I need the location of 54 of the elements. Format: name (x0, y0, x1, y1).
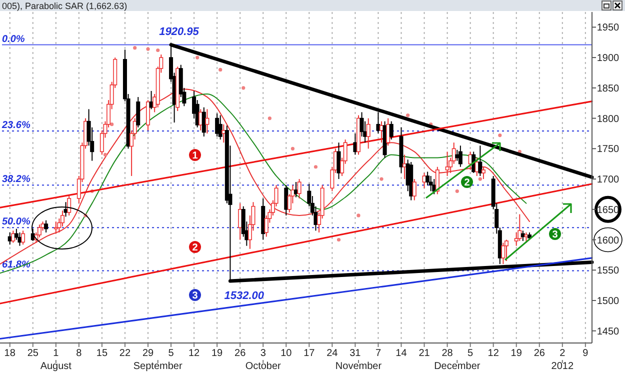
x-tick-label: 21 (418, 348, 430, 359)
x2-tick-label: September (133, 361, 183, 372)
x-tick-label: 17 (304, 348, 316, 359)
x-tick-label: 1 (53, 348, 60, 359)
x-tick-label: 12 (488, 348, 500, 359)
x-tick-label: 19 (212, 348, 224, 359)
x-tick-label: 15 (96, 348, 108, 359)
annotation: 2 (192, 242, 198, 254)
x-tick-label: 26 (534, 348, 546, 359)
annotation: 2 (464, 178, 470, 188)
x-tick-label: 25 (27, 348, 39, 359)
x-tick-label: 29 (142, 348, 154, 359)
x-tick-label: 12 (188, 348, 200, 359)
y-tick-label: 1550 (596, 266, 620, 277)
x2-tick-label: 2012 (551, 361, 574, 372)
text: 1532.00 (224, 290, 264, 302)
annotation: 50.0% (2, 216, 30, 228)
y-tick-label: 1700 (596, 174, 620, 186)
x-tick-label: 24 (326, 348, 338, 359)
text: 1920.95 (159, 26, 199, 38)
x-tick-label: 18 (4, 348, 16, 359)
annotation: 3 (192, 290, 198, 302)
annotation: 1 (192, 150, 198, 162)
y-tick-label: 1850 (596, 83, 620, 94)
x-tick-label: 2 (560, 348, 566, 359)
y-tick-label: 1500 (596, 296, 620, 307)
annotation: 0.0% (2, 34, 25, 45)
x-tick-label: 5 (168, 348, 174, 359)
x-tick-label: 7 (375, 348, 382, 359)
x-tick-label: 19 (510, 348, 522, 359)
x2-tick-label: August (40, 361, 72, 372)
annotation: 38.2% (2, 174, 30, 186)
y-tick-label: 1600 (596, 235, 620, 246)
y-tick-label: 1750 (596, 144, 620, 156)
x-tick-label: 31 (350, 348, 362, 359)
annotation: 3 (552, 230, 558, 240)
x-tick-label: 9 (582, 348, 589, 359)
x-tick-label: 5 (468, 348, 474, 359)
x-tick-label: 28 (442, 348, 454, 359)
x-tick-label: 10 (280, 348, 292, 359)
x-tick-label: 22 (119, 348, 131, 359)
y-tick-label: 1800 (596, 114, 620, 125)
chart-title: 005), Parabolic SAR (1,662.63) (2, 1, 128, 11)
annotation: 23.6% (1, 120, 30, 132)
x2-tick-label: November (335, 361, 382, 372)
x-tick-label: 26 (234, 348, 246, 359)
x-tick-label: 14 (396, 348, 408, 359)
y-tick-label: 1900 (596, 53, 620, 64)
x-tick-label: 3 (260, 348, 266, 359)
y-tick-label: 1450 (596, 326, 620, 338)
x2-tick-label: December (434, 361, 481, 372)
y-tick-label: 1950 (596, 22, 620, 34)
x-tick-label: 8 (76, 348, 82, 359)
x2-tick-label: October (245, 361, 282, 372)
